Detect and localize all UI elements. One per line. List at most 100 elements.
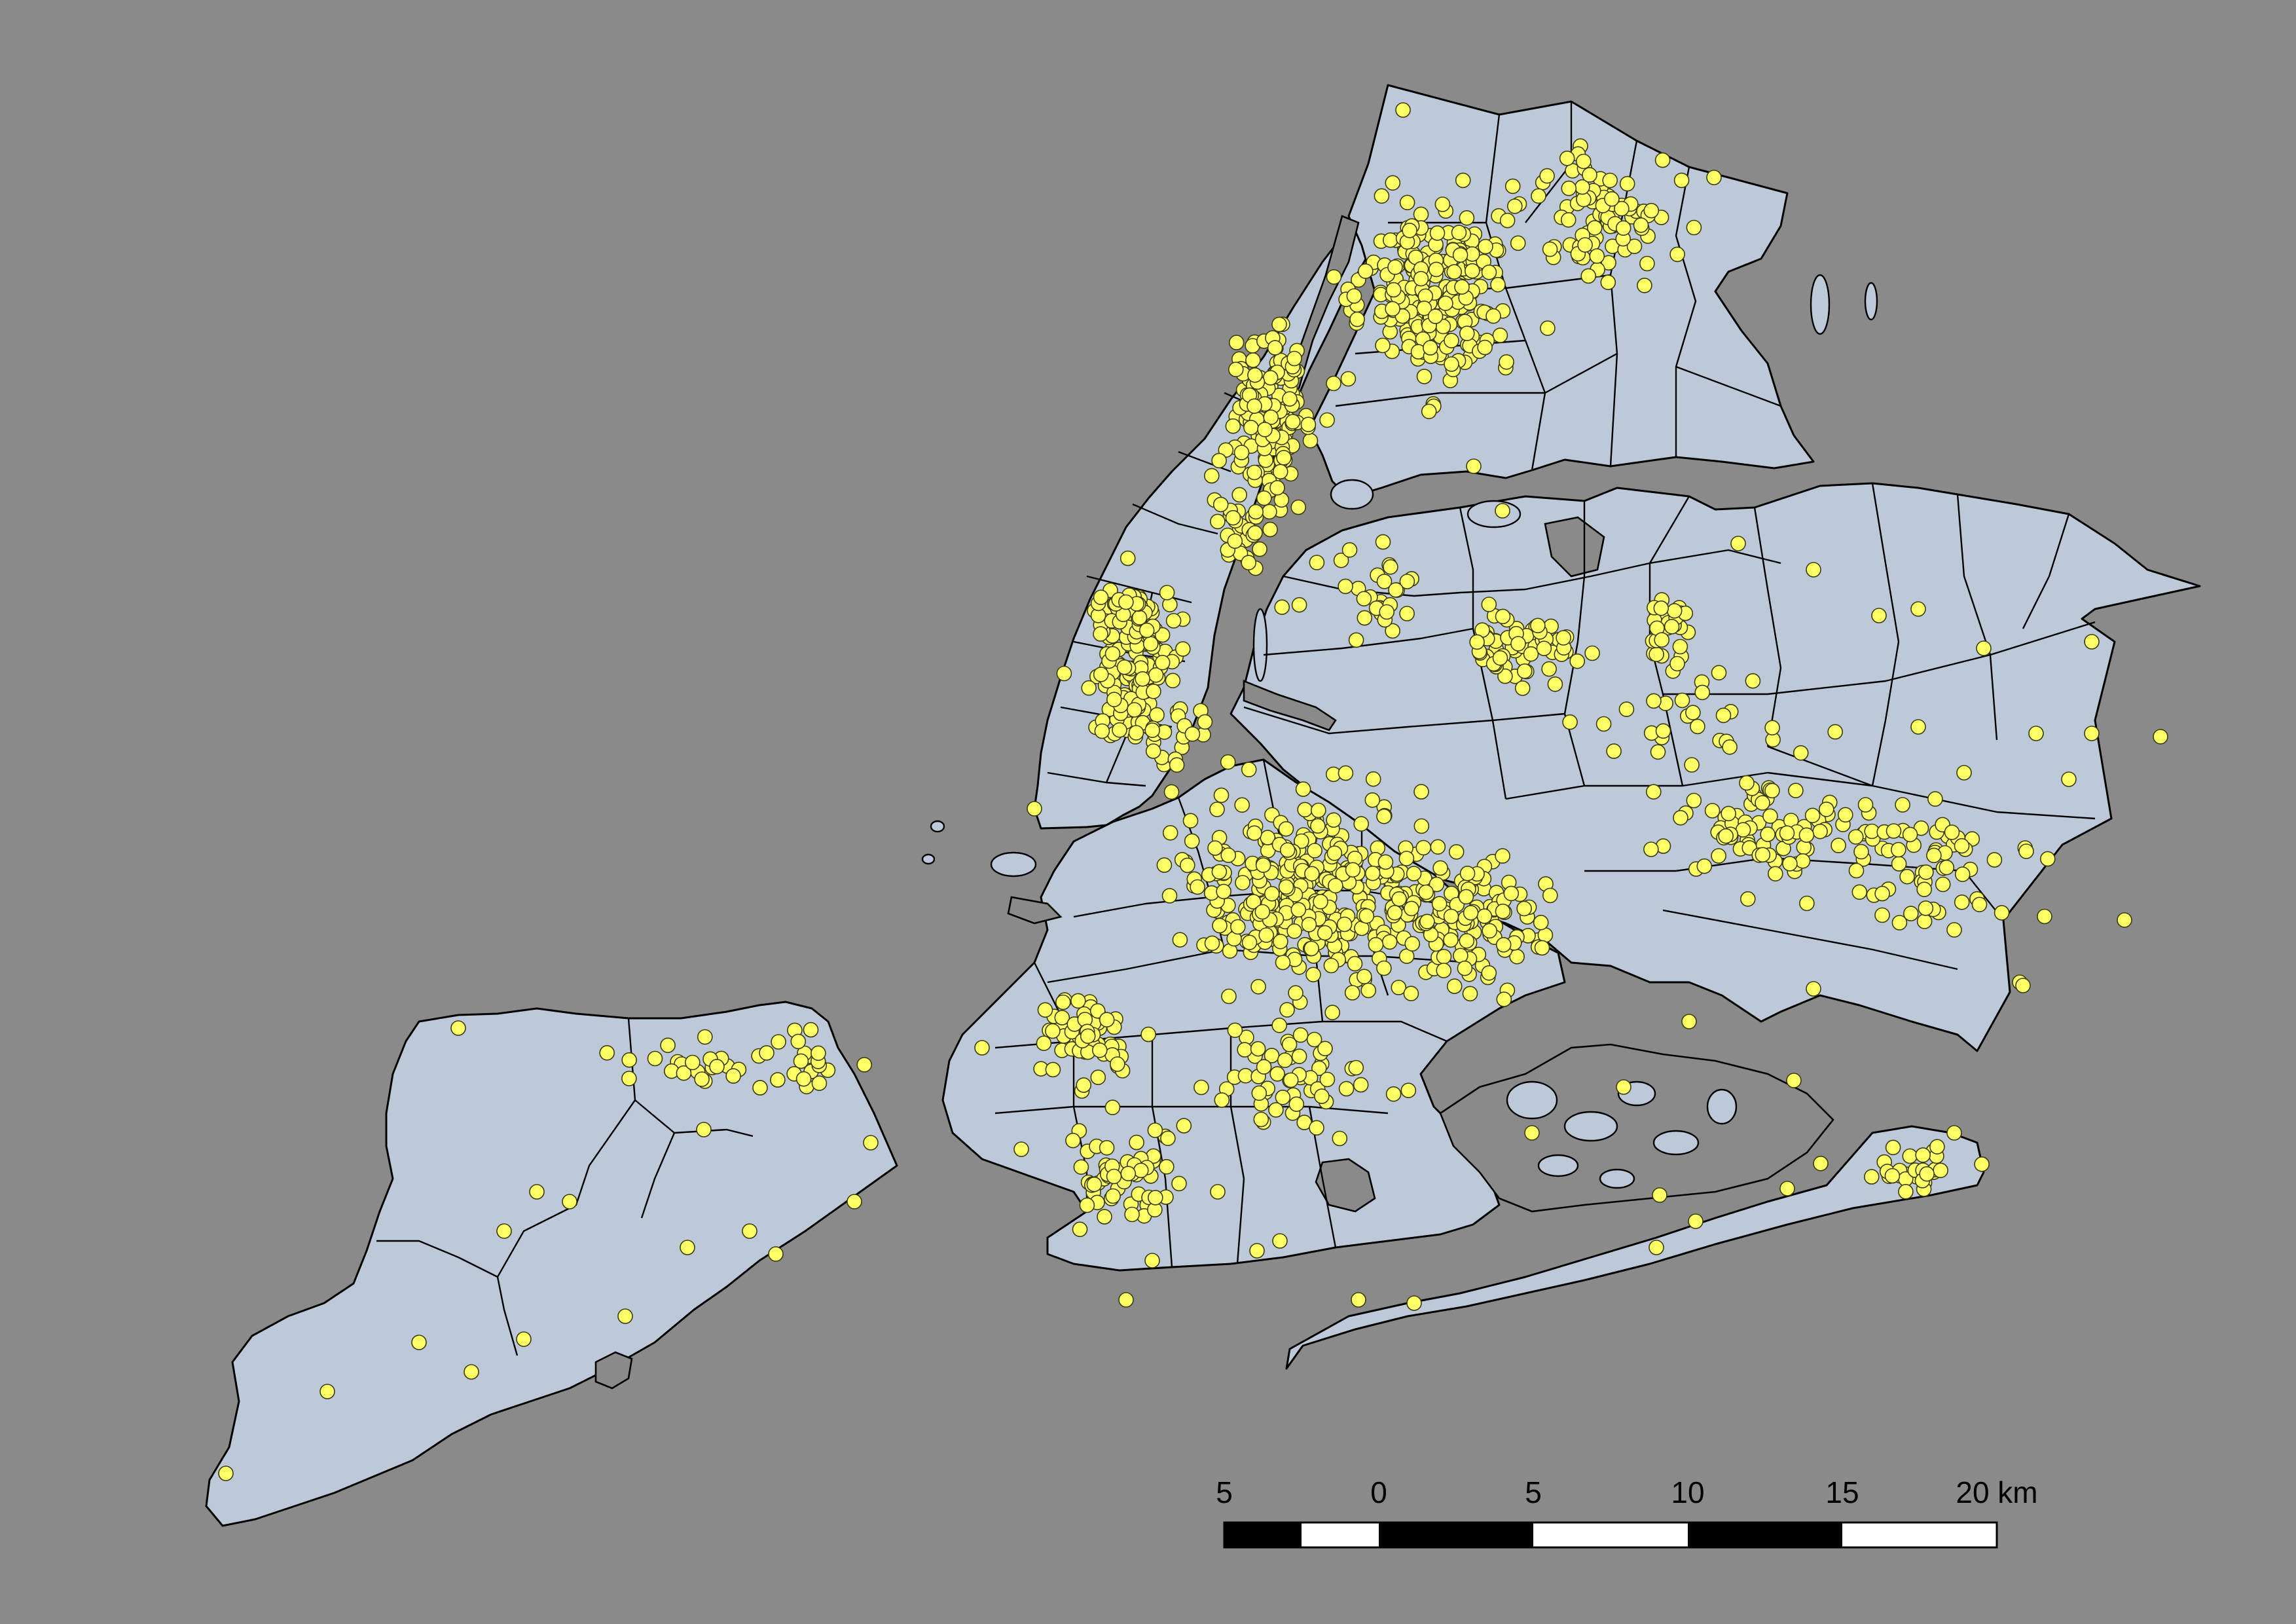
location-point xyxy=(1172,932,1188,948)
location-point xyxy=(1718,828,1734,844)
location-point xyxy=(1764,720,1780,736)
location-point xyxy=(1269,480,1285,496)
location-point xyxy=(696,1122,712,1137)
location-point xyxy=(1154,654,1171,671)
location-point xyxy=(1429,225,1446,241)
location-point xyxy=(1106,692,1122,707)
location-point xyxy=(1730,536,1746,551)
location-point xyxy=(1275,954,1291,970)
location-point xyxy=(1286,350,1302,367)
fresh-kills xyxy=(594,1351,633,1390)
location-point xyxy=(1348,632,1364,648)
location-point xyxy=(1124,1206,1140,1223)
location-point xyxy=(1159,585,1175,600)
location-point xyxy=(1523,646,1539,662)
liberty-island xyxy=(921,853,936,865)
location-point xyxy=(1416,300,1432,316)
location-point xyxy=(1669,246,1685,263)
location-point xyxy=(1919,1166,1935,1182)
location-point xyxy=(1547,676,1563,692)
location-point xyxy=(1213,787,1230,803)
location-point xyxy=(1314,1088,1330,1104)
location-point xyxy=(1319,1071,1336,1088)
location-point xyxy=(1443,932,1459,948)
location-point xyxy=(1466,458,1482,474)
location-point xyxy=(1399,574,1415,589)
location-point xyxy=(725,1068,741,1084)
bay-island-7 xyxy=(1706,1088,1738,1125)
location-point xyxy=(1156,857,1173,873)
location-point xyxy=(1745,673,1761,689)
location-point xyxy=(1430,839,1446,855)
location-point xyxy=(770,1072,786,1088)
location-point xyxy=(811,1075,828,1091)
location-point xyxy=(1898,1184,1914,1200)
location-point xyxy=(1462,986,1478,1002)
location-point xyxy=(1971,896,1988,913)
location-point xyxy=(1207,840,1223,856)
location-point xyxy=(1160,1130,1176,1147)
location-point xyxy=(1891,856,1907,872)
location-point xyxy=(1584,645,1600,661)
location-point xyxy=(685,1054,701,1071)
location-point xyxy=(1804,807,1821,824)
location-point xyxy=(1459,866,1476,881)
location-point xyxy=(1851,884,1868,900)
location-point xyxy=(1432,860,1448,876)
bay-island-5 xyxy=(1652,1130,1700,1156)
location-point xyxy=(1534,940,1550,956)
location-point xyxy=(1045,1023,1061,1039)
location-point xyxy=(1358,908,1375,924)
location-point xyxy=(1237,1042,1252,1058)
location-point xyxy=(1055,994,1071,1010)
location-point xyxy=(1413,784,1429,800)
location-point xyxy=(411,1335,427,1350)
location-point xyxy=(1277,1052,1293,1068)
location-point xyxy=(1268,1102,1284,1118)
location-point xyxy=(1779,1181,1795,1196)
location-point xyxy=(1248,504,1264,520)
location-point xyxy=(1247,398,1262,415)
location-point xyxy=(1227,1022,1243,1039)
location-point xyxy=(856,1057,872,1073)
location-point xyxy=(1444,356,1459,372)
location-point xyxy=(1533,915,1549,931)
location-point xyxy=(660,1037,676,1054)
rikers-island xyxy=(1467,500,1522,528)
location-point xyxy=(1504,178,1521,194)
location-point xyxy=(1037,1002,1053,1018)
location-point xyxy=(1346,288,1362,304)
location-point xyxy=(1288,1096,1305,1112)
location-point xyxy=(1307,843,1322,858)
location-point xyxy=(1637,278,1652,293)
location-point xyxy=(1459,210,1475,226)
location-point xyxy=(1228,361,1244,378)
location-point xyxy=(1477,339,1493,356)
location-point xyxy=(1740,891,1756,907)
location-point xyxy=(1755,795,1770,811)
location-point xyxy=(1739,775,1755,791)
location-point xyxy=(1290,499,1306,515)
location-point xyxy=(1045,1061,1061,1078)
location-point xyxy=(562,1194,577,1209)
location-point xyxy=(1212,917,1228,934)
location-point xyxy=(1799,895,1815,912)
location-point xyxy=(1357,969,1372,985)
location-point xyxy=(1161,888,1178,904)
location-point xyxy=(1436,949,1452,965)
location-point xyxy=(1874,885,1890,902)
location-point xyxy=(1225,509,1241,526)
location-point xyxy=(1292,1027,1309,1043)
location-point xyxy=(1463,905,1479,921)
location-point xyxy=(1262,370,1279,386)
location-point xyxy=(1406,1295,1422,1311)
location-point xyxy=(1853,843,1869,860)
location-point xyxy=(1294,833,1309,849)
location-point xyxy=(697,1029,713,1045)
location-point xyxy=(1954,838,1970,854)
location-point xyxy=(1271,1018,1287,1033)
location-point xyxy=(1374,188,1390,204)
location-point xyxy=(1241,555,1256,571)
